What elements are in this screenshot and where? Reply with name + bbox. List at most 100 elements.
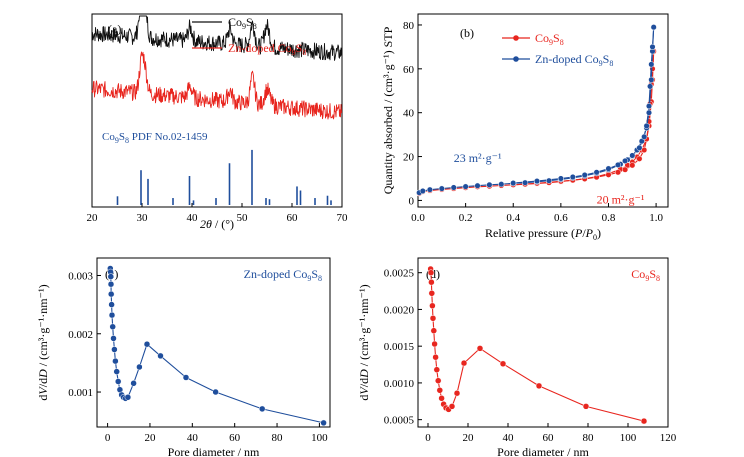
panel-c-point [130,380,137,387]
panel-a-xlabel-part: 2θ [200,217,212,231]
panel-c-point [111,346,118,353]
isotherm-point [614,161,622,168]
panel-c-frame [96,257,331,428]
panel-c-ytick-label: 0.003 [68,270,93,282]
panel-a-legend-label: Co9S8 [228,15,257,31]
isotherm-point [569,173,576,181]
panel-c-point [107,273,115,280]
panel-d-ylabel-part: /d [357,378,371,387]
panel-c-xlabel: Pore diameter / nm [168,445,260,457]
panel-b-ytick-label: 0 [409,195,415,207]
panel-d-point [448,403,456,410]
panel-d-xtick-label: 120 [660,432,677,444]
isotherm-point [649,43,656,50]
panel-b-xlabel: Relative pressure (P/P0) [485,226,601,242]
panel-d-point [582,403,590,410]
panel-d-xtick-label: 60 [543,432,555,444]
panel-a-frame [91,13,343,208]
panel-d-point [453,389,461,397]
panel-c-point [108,311,116,319]
isotherm-point [581,171,588,179]
panel-c-xtick-label: 60 [229,432,241,444]
panel-c-point [114,378,122,385]
pdf-reference-label-part: 9 [115,136,119,145]
panel-a-xtick-label: 20 [87,212,99,224]
panel-c-point [112,357,119,365]
panel-a-xlabel-part: / (°) [212,217,234,231]
isotherm-point [641,133,648,140]
isotherm-point [645,109,653,116]
panel-d-point [432,353,439,361]
panel-d-point [476,345,484,352]
panel-d-ylabel-part: / (cm³·g⁻¹·nm⁻¹) [357,284,371,369]
panel-d-point [429,315,437,322]
panel-a-legend-label-part: 8 [253,22,257,31]
isotherm-point [605,171,612,178]
xrd-line-0 [91,15,342,61]
panel-b-xtick-label: 0.8 [602,212,616,224]
panel-d-point [535,382,543,390]
panel-b-xlabel-part: ) [597,226,601,240]
panel-c-line [109,268,324,424]
panel-c-point [109,323,116,331]
panel-c-point [320,419,327,427]
isotherm-point [522,179,529,186]
panel-a-xtick-label: 40 [187,212,199,224]
panel-b-xtick-label: 1.0 [649,212,663,224]
panel-d-ytick-label: 0.0020 [384,304,415,316]
panel-b-ylabel: Quantity absorbed / (cm³·g⁻¹) STP [381,26,395,194]
panel-c-point [113,368,120,375]
panel-d-title-part: Co [631,267,645,281]
isotherm-point [629,152,636,159]
isotherm-point [474,182,481,189]
panel-d-point [429,302,436,310]
surface-area-annotation: 23 m²·g⁻¹ [454,151,502,165]
panel-b-legend-label-part: S [553,31,560,45]
panel-d-xtick-label: 100 [620,432,637,444]
panel-b-legend-label: Zn-doped Co9S8 [535,52,613,68]
panel-c-point [136,363,143,371]
isotherm-point [614,169,622,176]
panel-d-point [430,327,438,334]
panel-c-title: Zn-doped Co9S8 [244,267,322,283]
isotherm-point [510,180,517,187]
panel-b-ytick-label: 20 [403,152,415,164]
isotherm-point [426,186,433,193]
panel-a-legend-label-part: 9 [242,22,246,31]
panel-b-ytick-label: 80 [403,20,415,32]
panel-b-ytick-label: 40 [403,108,415,120]
isotherm-point [450,184,457,191]
panel-d-title-part: 9 [645,274,649,283]
panel-d-xlabel: Pore diameter / nm [497,445,589,457]
panel-b-xlabel-part: / [582,226,586,240]
pdf-reference-label-part: PDF No.02-1459 [129,131,208,143]
panel-c-point [182,374,190,381]
isotherm-point [622,166,629,173]
isotherm-point [605,165,612,172]
panel-d-xtick-label: 0 [425,432,431,444]
isotherm-point [647,83,654,90]
isotherm-point [648,76,655,83]
panel-b-legend-label: Co9S8 [535,31,564,47]
isotherm-point [629,162,636,169]
isotherm-point [533,178,541,185]
panel-b-legend-label-part: 9 [599,59,603,68]
panel-b-frame [417,13,669,208]
panel-c-xtick-label: 100 [311,432,328,444]
panel-c-title-part: Zn-doped Co [244,267,308,281]
panel-b-xlabel-part: Relative pressure ( [485,226,575,240]
panel-a-xtick-label: 50 [237,212,249,224]
panel-a-legend-label-part: 8 [302,48,306,57]
panel-d-point [640,417,648,425]
panel-b-ytick-label: 60 [403,64,415,76]
panel-c-xtick-label: 80 [272,432,284,444]
panel-b-xlabel-part: 0 [593,233,597,242]
isotherm-point [498,181,505,188]
panel-c-xtick-label: 20 [144,432,156,444]
panel-b-legend-marker [513,56,519,62]
panel-d-point [428,290,436,297]
panel-a-xtick-label: 60 [287,212,299,224]
pdf-reference-label-part: 8 [125,136,129,145]
panel-c-point [258,405,266,413]
